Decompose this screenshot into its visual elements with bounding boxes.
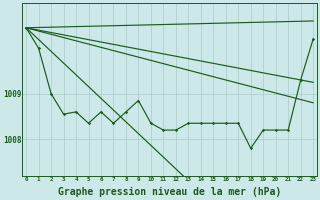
X-axis label: Graphe pression niveau de la mer (hPa): Graphe pression niveau de la mer (hPa) [58,187,281,197]
